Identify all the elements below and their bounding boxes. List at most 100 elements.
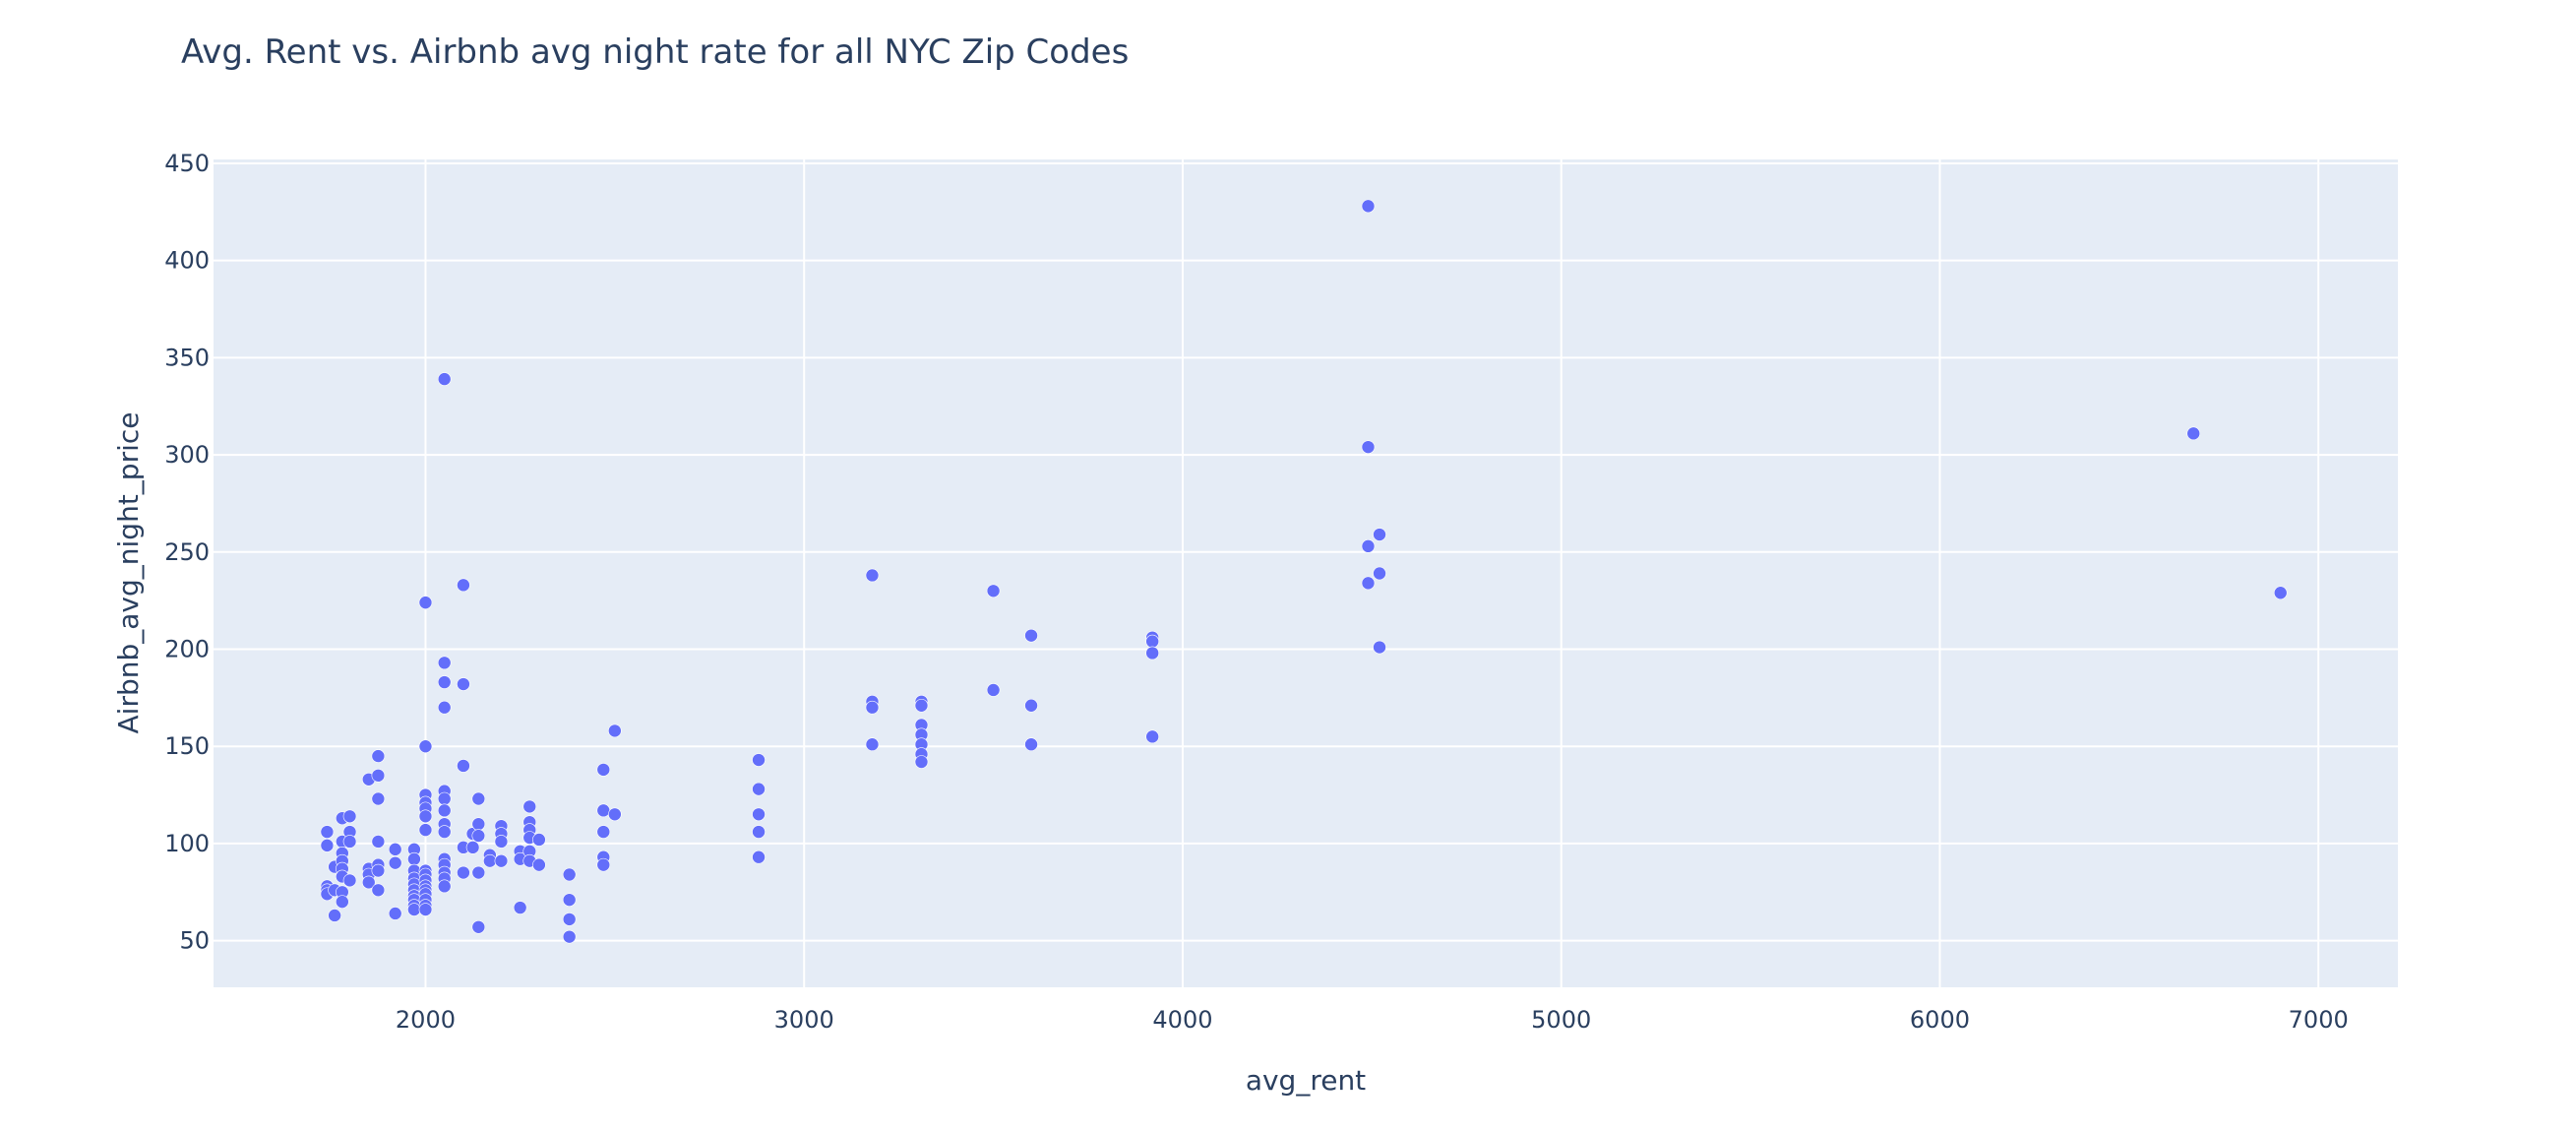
data-point <box>1145 646 1159 661</box>
data-point <box>361 875 376 890</box>
data-point <box>1373 528 1386 541</box>
y-tick-label: 450 <box>164 150 210 177</box>
x-tick-label: 4000 <box>1152 1006 1212 1034</box>
data-point <box>437 675 452 689</box>
data-point <box>596 763 611 777</box>
data-point <box>437 700 452 715</box>
data-point <box>752 753 766 767</box>
data-point <box>483 853 497 868</box>
data-point <box>2186 426 2201 441</box>
data-point <box>608 724 622 738</box>
data-point <box>608 807 622 822</box>
data-point <box>342 835 357 849</box>
x-tick-label: 7000 <box>2289 1006 2349 1034</box>
data-point <box>437 803 452 818</box>
data-point <box>437 656 452 670</box>
data-point <box>457 759 470 773</box>
y-tick-label: 400 <box>164 247 210 275</box>
data-point <box>494 835 509 849</box>
data-point <box>371 769 386 783</box>
data-point <box>437 879 452 894</box>
data-point <box>371 791 386 806</box>
data-point <box>457 578 470 593</box>
data-points <box>320 199 2288 944</box>
x-tick-labels: 2000 3000 4000 5000 6000 7000 <box>396 1006 2349 1034</box>
data-point <box>1024 628 1038 643</box>
data-point <box>418 596 433 609</box>
data-point <box>471 791 486 806</box>
data-point <box>407 851 421 866</box>
y-tick-label: 350 <box>164 344 210 371</box>
chart-title: Avg. Rent vs. Airbnb avg night rate for … <box>181 32 1129 72</box>
data-point <box>342 809 357 824</box>
y-tick-label: 250 <box>164 538 210 566</box>
y-tick-labels: 50 100 150 200 250 300 350 400 450 <box>164 150 210 955</box>
data-point <box>532 857 546 872</box>
data-point <box>596 857 611 872</box>
x-tick-label: 2000 <box>396 1006 456 1034</box>
data-point <box>986 584 1001 598</box>
data-point <box>371 883 386 898</box>
data-point <box>418 739 433 754</box>
data-point <box>371 835 386 849</box>
data-point <box>752 807 766 822</box>
data-point <box>596 803 611 818</box>
data-point <box>388 855 402 870</box>
data-point <box>1145 729 1159 744</box>
data-point <box>407 903 421 916</box>
data-point <box>437 372 452 386</box>
x-axis-title: avg_rent <box>1246 1064 1366 1097</box>
data-point <box>437 825 452 839</box>
data-point <box>457 865 470 880</box>
data-point <box>986 683 1001 697</box>
data-point <box>562 893 577 907</box>
data-point <box>513 901 527 914</box>
data-point <box>471 920 486 934</box>
x-tick-label: 6000 <box>1910 1006 1970 1034</box>
y-tick-label: 100 <box>164 830 210 857</box>
data-point <box>1361 539 1376 553</box>
data-point <box>532 833 546 847</box>
data-point <box>418 823 433 837</box>
y-axis-title: Airbnb_avg_night_price <box>112 412 145 734</box>
data-point <box>562 867 577 882</box>
y-gridlines <box>214 161 2398 942</box>
data-point <box>1145 634 1159 649</box>
y-tick-label: 50 <box>179 927 210 955</box>
data-point <box>2273 586 2288 600</box>
data-point <box>865 700 880 715</box>
x-tick-label: 3000 <box>774 1006 834 1034</box>
data-point <box>562 913 577 926</box>
x-gridlines <box>424 159 2320 987</box>
data-point <box>1373 566 1386 581</box>
data-point <box>752 825 766 839</box>
data-point <box>457 677 470 691</box>
data-point <box>336 895 349 909</box>
data-point <box>865 737 880 752</box>
data-point <box>320 839 335 852</box>
data-point <box>437 791 452 806</box>
data-point <box>522 799 537 814</box>
data-point <box>328 909 341 922</box>
data-point <box>1024 698 1038 713</box>
data-point <box>562 929 577 944</box>
data-point <box>914 755 929 769</box>
y-tick-label: 300 <box>164 441 210 469</box>
data-point <box>418 809 433 824</box>
y-tick-label: 150 <box>164 732 210 760</box>
data-point <box>342 873 357 888</box>
data-point <box>752 850 766 864</box>
data-point <box>1361 440 1376 454</box>
y-tick-label: 200 <box>164 635 210 662</box>
data-point <box>471 865 486 880</box>
data-point <box>752 782 766 796</box>
data-point <box>388 907 402 920</box>
data-point <box>371 863 386 878</box>
data-point <box>1373 640 1386 655</box>
data-point <box>471 829 486 843</box>
data-point <box>914 698 929 713</box>
data-point <box>371 749 386 763</box>
data-point <box>465 841 480 854</box>
